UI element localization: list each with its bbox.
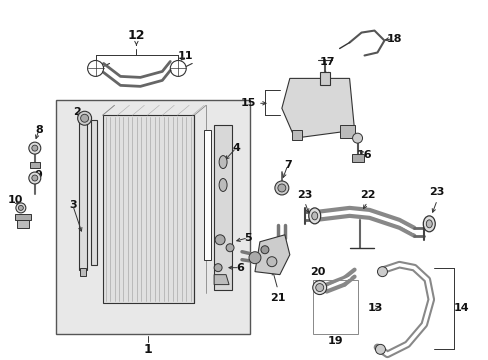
Circle shape (81, 114, 88, 122)
Text: 8: 8 (35, 125, 42, 135)
Polygon shape (291, 130, 301, 140)
Text: 1: 1 (143, 343, 152, 356)
Circle shape (248, 252, 261, 264)
Circle shape (16, 203, 26, 213)
Ellipse shape (308, 208, 320, 224)
Circle shape (277, 184, 285, 192)
Text: 5: 5 (244, 233, 251, 243)
Circle shape (225, 244, 234, 252)
Text: 4: 4 (232, 143, 240, 153)
Text: 2: 2 (73, 107, 81, 117)
Circle shape (352, 133, 362, 143)
Text: 6: 6 (236, 263, 244, 273)
Polygon shape (214, 275, 228, 285)
Circle shape (312, 280, 326, 294)
Text: 16: 16 (356, 150, 371, 160)
Bar (90, 120, 96, 265)
Text: 14: 14 (452, 302, 468, 312)
Ellipse shape (426, 220, 431, 228)
Ellipse shape (219, 156, 226, 168)
Circle shape (19, 206, 23, 210)
Bar (102, 115, 194, 302)
Polygon shape (17, 220, 29, 228)
Text: 21: 21 (269, 293, 285, 302)
Text: 12: 12 (127, 29, 145, 42)
Circle shape (274, 181, 288, 195)
Polygon shape (80, 268, 85, 276)
Ellipse shape (311, 212, 317, 220)
Text: 17: 17 (319, 58, 335, 67)
Bar (79, 115, 86, 270)
Bar (214, 125, 232, 289)
Circle shape (214, 264, 222, 272)
Circle shape (375, 345, 385, 354)
Polygon shape (351, 154, 363, 162)
Polygon shape (15, 214, 31, 220)
Circle shape (215, 235, 224, 245)
Circle shape (78, 111, 91, 125)
Polygon shape (254, 235, 289, 275)
Polygon shape (281, 78, 354, 138)
Circle shape (29, 172, 41, 184)
Ellipse shape (219, 179, 226, 192)
Circle shape (29, 142, 41, 154)
Text: 23: 23 (428, 187, 444, 197)
Text: 13: 13 (367, 302, 383, 312)
Polygon shape (339, 125, 354, 138)
Text: 19: 19 (327, 336, 343, 346)
Text: 10: 10 (7, 195, 22, 205)
Text: 20: 20 (309, 267, 325, 276)
Circle shape (32, 175, 38, 181)
Text: 22: 22 (359, 190, 374, 200)
Text: 7: 7 (284, 160, 291, 170)
Bar (312, 280, 357, 334)
Ellipse shape (423, 216, 434, 232)
Circle shape (261, 246, 268, 254)
Polygon shape (319, 72, 329, 85)
Circle shape (315, 284, 323, 292)
Text: 15: 15 (240, 98, 255, 108)
Bar (56, 100, 249, 334)
Circle shape (377, 267, 386, 276)
Text: 9: 9 (35, 170, 42, 180)
Circle shape (32, 145, 38, 151)
Polygon shape (30, 162, 40, 168)
Circle shape (266, 257, 276, 267)
Text: 23: 23 (297, 190, 312, 200)
Text: 11: 11 (177, 51, 193, 62)
Text: 18: 18 (386, 33, 401, 44)
Text: 3: 3 (69, 200, 76, 210)
Bar (203, 130, 211, 260)
